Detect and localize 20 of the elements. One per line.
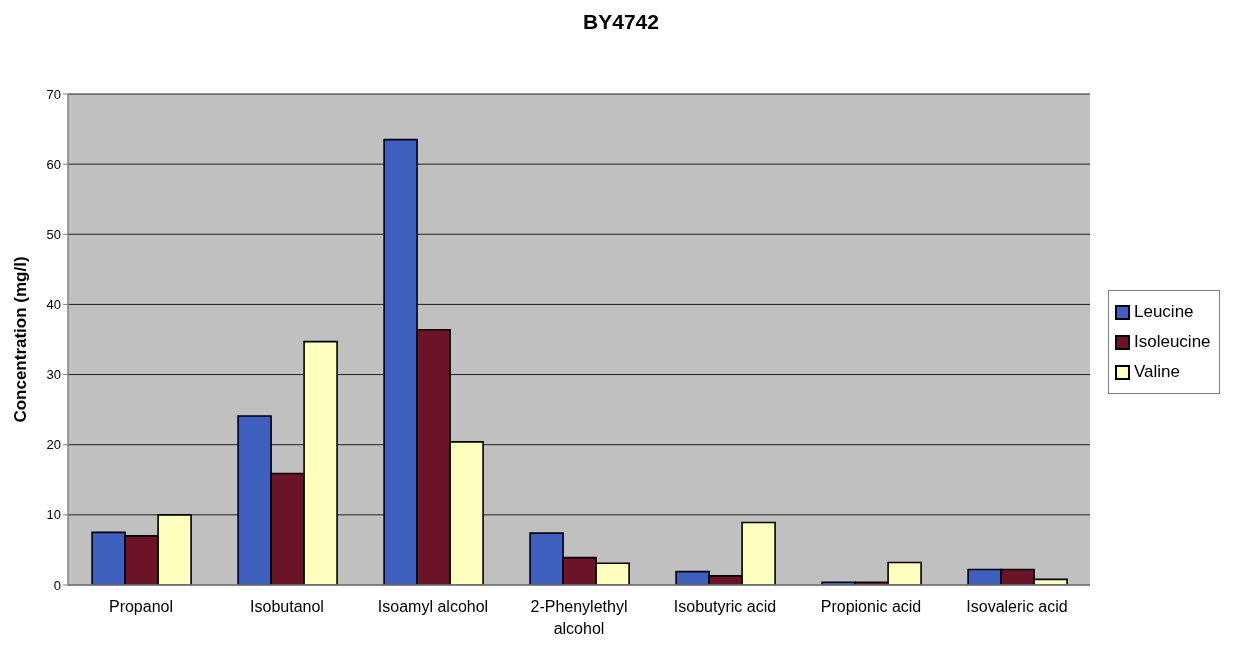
x-tick-label: Propionic acid: [820, 598, 922, 616]
y-tick-label: 0: [53, 577, 61, 593]
x-tick-label: 2-Phenylethyl alcohol: [530, 598, 628, 638]
x-tick-label: Isobutanol: [250, 598, 324, 616]
y-tick-label: 60: [46, 156, 61, 172]
x-tick-label: Isobutyric acid: [673, 598, 777, 616]
y-tick-label: 70: [46, 86, 61, 102]
legend-label: Isoleucine: [1134, 332, 1211, 352]
y-tick-label: 50: [46, 226, 61, 242]
y-tick-label: 20: [46, 437, 61, 453]
legend-label: Leucine: [1134, 302, 1194, 322]
legend-label: Valine: [1134, 362, 1180, 382]
chart-title: BY4742: [582, 10, 660, 34]
y-axis-title: Concentration (mg/l): [10, 256, 30, 423]
y-tick-label: 40: [46, 297, 61, 313]
x-tick-label: Propanol: [108, 598, 174, 616]
y-tick-label: 10: [46, 507, 61, 523]
y-tick-label: 30: [46, 367, 61, 383]
x-tick-label: Isovaleric acid: [966, 598, 1068, 616]
x-tick-label: Isoamyl alcohol: [377, 598, 489, 616]
